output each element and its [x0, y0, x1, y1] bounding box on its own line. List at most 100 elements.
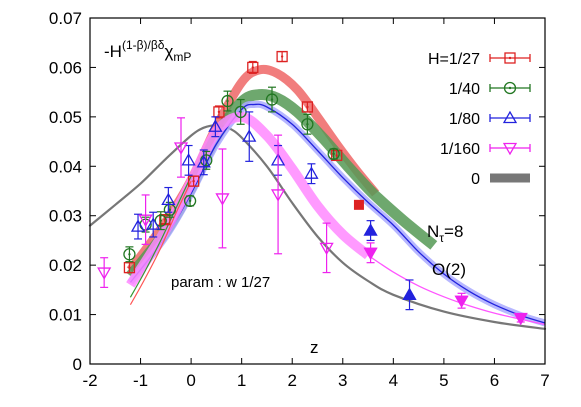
fit-curve: [129, 180, 192, 306]
marker-square: [331, 149, 343, 162]
marker-dot: [508, 86, 512, 90]
marker-filled-triangle-down: [514, 313, 527, 325]
marker-circle: [123, 248, 136, 261]
marker-triangle-down: [138, 214, 153, 227]
param-annotation: param : w 1/27: [171, 274, 270, 291]
marker-filled-square: [353, 199, 364, 210]
marker-dot: [280, 55, 284, 58]
marker-triangle-up: [502, 110, 518, 124]
x-tick-label: 6: [490, 371, 499, 390]
marker-dot: [508, 56, 512, 60]
legend-label: 0: [471, 171, 480, 188]
marker-triangle-up: [208, 119, 223, 132]
y-tick-label: 0: [73, 355, 82, 374]
marker-dot: [128, 253, 131, 256]
marker-triangle-up: [146, 217, 161, 230]
marker-circle: [265, 93, 279, 106]
marker-circle: [327, 147, 340, 161]
marker-triangle-up: [304, 166, 319, 179]
marker-triangle-down: [270, 189, 286, 202]
marker-dot: [188, 199, 192, 203]
marker-circle: [503, 81, 517, 95]
x-tick-label: 0: [186, 371, 195, 390]
x-axis-label: z: [310, 338, 319, 357]
fit-curve: [126, 88, 438, 280]
y-tick-label: 0.02: [49, 256, 82, 275]
legend-label: 1/40: [449, 81, 480, 98]
ylabel-superscript: (1-β)/βδ: [122, 38, 165, 52]
marker-dot: [251, 66, 254, 69]
y-tick-label: 0.03: [49, 207, 82, 226]
ylabel-subscript: mP: [173, 50, 191, 64]
marker-triangle-down: [97, 267, 112, 280]
marker-square: [276, 50, 288, 63]
marker-square: [504, 52, 516, 64]
ylabel-chi: χ: [164, 42, 173, 61]
x-tick-label: 7: [540, 371, 549, 390]
ylabel-annotation: -H(1-β)/βδχmP: [104, 38, 191, 64]
marker-triangle-up: [196, 155, 211, 168]
marker-circle: [154, 214, 167, 227]
marker-dot: [332, 152, 335, 156]
marker-dot: [192, 179, 195, 183]
marker-square: [247, 61, 259, 74]
x-tick-label: 5: [439, 371, 448, 390]
axis-ticks: -2 -1 0 1 2 3 4 5 6 7 0 0.01 0.02 0.03 0.04 0.05 0.06 0.0…: [49, 9, 550, 390]
ntau-rest: =8: [444, 222, 463, 241]
marker-filled-triangle-up: [403, 288, 416, 300]
ntau-annotation: Nτ=8: [427, 222, 463, 245]
x-tick-label: -1: [133, 371, 148, 390]
marker-square: [187, 175, 200, 187]
marker-circle: [221, 94, 234, 108]
marker-dot: [128, 266, 131, 269]
legend-label: 1/80: [449, 111, 480, 128]
legend: H=1/27 1/40 1/80 1/160 0: [428, 51, 531, 188]
curve-h0: [88, 124, 547, 330]
marker-dot: [306, 123, 309, 126]
marker-triangle-up: [242, 129, 257, 142]
marker-filled-triangle-down: [364, 247, 377, 259]
marker-triangle-down: [319, 242, 334, 256]
fit-curve: [126, 111, 372, 288]
x-tick-label: 3: [338, 371, 347, 390]
x-tick-label: -2: [82, 371, 97, 390]
legend-label: H=1/27: [428, 51, 480, 68]
marker-filled-triangle-up: [364, 224, 377, 236]
fit-curves: [88, 64, 547, 330]
marker-triangle-up: [161, 192, 176, 206]
y-tick-label: 0.07: [49, 9, 82, 28]
marker-dot: [270, 98, 274, 101]
marker-triangle-up: [130, 219, 146, 232]
marker-dot: [168, 208, 172, 211]
y-tick-label: 0.01: [49, 306, 82, 325]
plot-frame: [89, 17, 546, 365]
marker-triangle-down: [173, 142, 189, 155]
ntau-subscript: τ: [439, 231, 444, 245]
marker-dot: [159, 219, 162, 222]
marker-triangle-down: [215, 193, 230, 206]
fit-curve: [129, 103, 546, 324]
marker-circle: [183, 194, 197, 208]
marker-filled-triangle-down: [455, 295, 468, 307]
y-tick-label: 0.05: [49, 108, 82, 127]
marker-triangle-down: [502, 142, 518, 156]
marker-square: [301, 101, 314, 113]
x-tick-label: 1: [237, 371, 246, 390]
fit-curve: [129, 175, 192, 298]
o2-annotation: O(2): [432, 260, 466, 279]
marker-dot: [306, 105, 309, 109]
data-points: [97, 50, 528, 326]
marker-dot: [335, 154, 338, 157]
marker-square: [123, 261, 136, 274]
marker-dot: [239, 110, 242, 114]
ylabel-prefix: -H: [104, 42, 122, 61]
marker-triangle-up: [181, 153, 196, 166]
x-tick-label: 2: [287, 371, 296, 390]
marker-dot: [217, 110, 221, 114]
marker-dot: [226, 99, 229, 103]
ntau-main: N: [427, 222, 439, 241]
x-tick-label: 4: [389, 371, 398, 390]
y-tick-label: 0.06: [49, 58, 82, 77]
legend-label: 1/160: [440, 141, 480, 158]
